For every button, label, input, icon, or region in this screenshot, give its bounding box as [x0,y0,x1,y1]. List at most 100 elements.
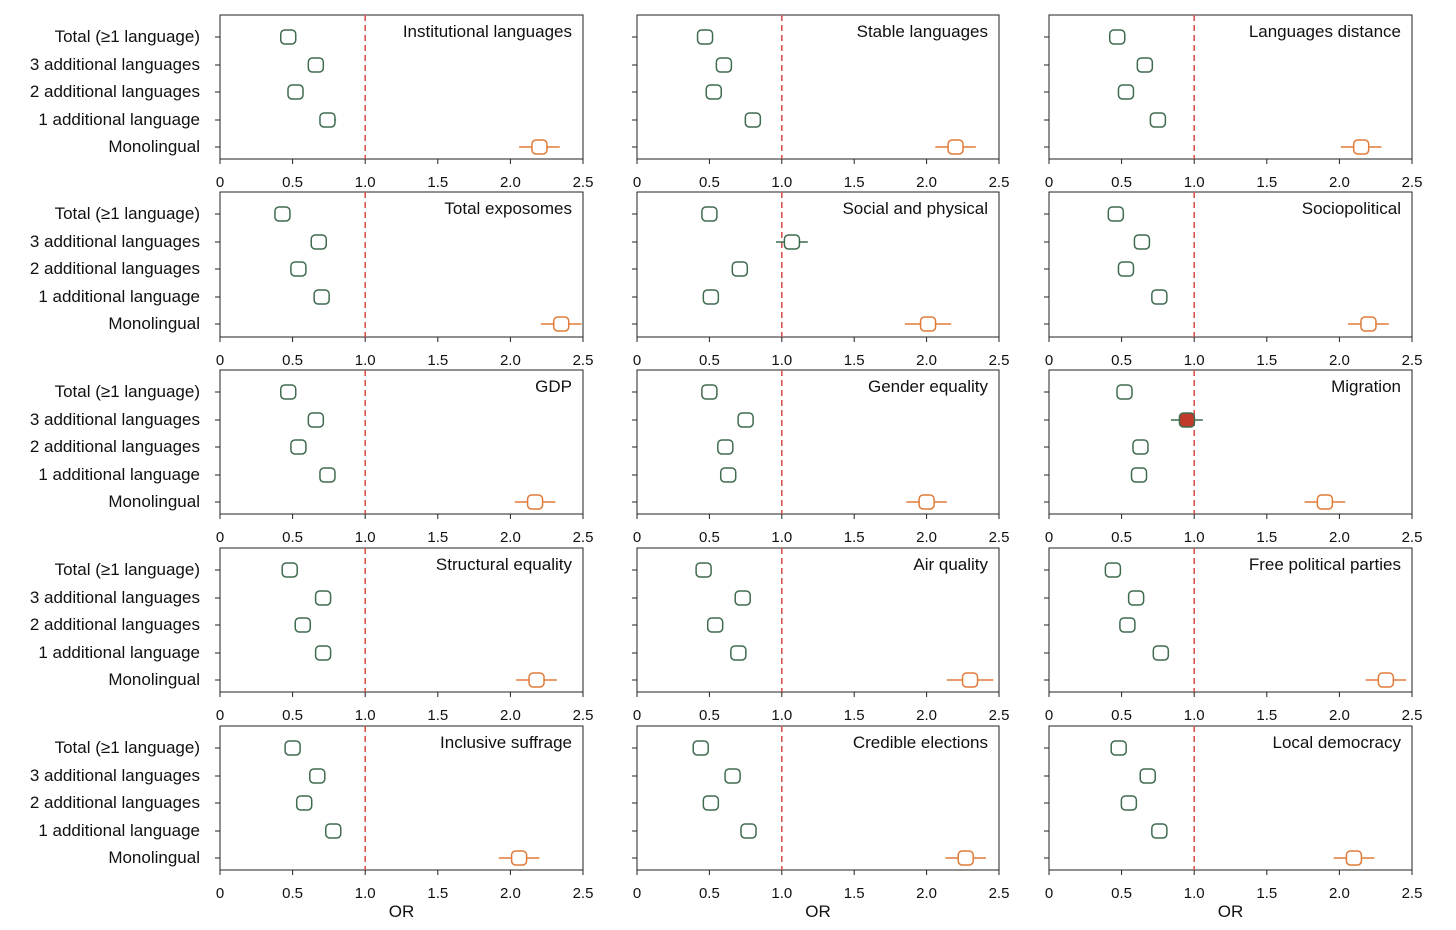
point-marker [325,823,342,839]
point-marker [1104,562,1122,578]
x-tick-label: 1.5 [427,885,448,902]
point-marker [1117,261,1135,277]
point-marker [731,261,749,277]
panel-title: Social and physical [842,199,988,218]
x-tick-label: 2.0 [1329,707,1350,724]
point-marker [724,768,741,784]
point-marker [1377,672,1395,688]
x-tick-label: 2.0 [1329,529,1350,546]
point-marker [295,795,313,811]
panel-title: Free political parties [1249,555,1401,574]
point-marker [279,29,297,45]
point-marker [1132,439,1149,455]
category-label: Total (≥1 language) [55,382,200,401]
x-tick-label: 2.5 [573,707,594,724]
forest-panel: 0 0.5 1.0 1.5 2.0 2.5 Inclusive suffrage [215,725,593,902]
point-marker [1108,29,1126,45]
x-tick-label: 2.5 [989,174,1010,191]
category-label: 2 additional languages [30,82,200,101]
x-tick-label: 2.5 [573,529,594,546]
x-tick-label: 0 [1045,529,1053,546]
panel-frame [636,547,1000,693]
point-marker [281,562,298,578]
x-tick-label: 2.5 [1402,529,1423,546]
x-tick-label: 2.5 [989,885,1010,902]
x-tick-label: 2.0 [916,529,937,546]
forest-panel: 0 0.5 1.0 1.5 2.0 2.5 Institutional languages [215,14,594,191]
category-label: 2 additional languages [30,615,200,634]
point-marker [290,439,307,455]
x-tick-label: 0.5 [1111,885,1132,902]
point-marker [702,795,720,811]
point-marker [1151,289,1168,305]
x-tick-label: 0.5 [699,885,720,902]
forest-panel: 0 0.5 1.0 1.5 2.0 2.5 Local democracy [1044,725,1422,902]
point-marker [552,316,570,332]
x-tick-label: 0 [1045,352,1053,369]
point-marker [309,768,326,784]
point-marker [310,234,327,250]
point-marker [314,645,332,661]
point-marker [919,316,937,332]
point-marker [1120,795,1138,811]
panel-title: Air quality [913,555,988,574]
x-axis-title: OR [389,902,415,921]
category-label: 3 additional languages [30,766,200,785]
point-marker [744,112,762,128]
panel-title: Gender equality [868,377,989,396]
forest-panel: 0 0.5 1.0 1.5 2.0 2.5 Credible elections [632,725,1010,902]
point-marker [1136,57,1154,73]
point-marker [294,617,312,633]
x-tick-label: 0 [1045,885,1053,902]
panel-frame [1048,14,1413,160]
point-marker [1152,645,1170,661]
x-tick-label: 0 [633,174,641,191]
point-marker [1117,84,1135,100]
panel-frame [1048,547,1413,693]
point-marker [705,84,722,100]
forest-panel: 0 0.5 1.0 1.5 2.0 2.5 Migration [1044,369,1423,546]
forest-panel: 0 0.5 1.0 1.5 2.0 2.5 Structural equality [215,547,594,724]
category-label: 3 additional languages [30,410,200,429]
point-marker [737,412,754,428]
x-tick-label: 2.0 [500,529,521,546]
x-tick-label: 0.5 [282,529,303,546]
point-marker [1130,467,1148,483]
forest-panel: 0 0.5 1.0 1.5 2.0 2.5 GDP [215,369,594,546]
point-marker [717,439,734,455]
point-marker [947,139,964,155]
category-label: 3 additional languages [30,55,200,74]
point-marker [1360,316,1377,332]
x-tick-label: 0.5 [282,885,303,902]
x-tick-label: 0.5 [1111,174,1132,191]
x-tick-label: 1.0 [355,352,376,369]
point-marker [702,289,720,305]
x-tick-label: 0 [216,707,224,724]
point-marker [510,850,528,866]
panel-title: Structural equality [436,555,573,574]
category-label: Total (≥1 language) [55,27,200,46]
x-tick-label: 1.0 [355,885,376,902]
forest-panel: 0 0.5 1.0 1.5 2.0 2.5 Gender equality [632,369,1009,546]
forest-panel: 0 0.5 1.0 1.5 2.0 2.5 Total exposomes [215,191,593,369]
x-tick-label: 2.5 [989,352,1010,369]
panel-frame [636,14,1000,160]
x-tick-label: 2.5 [1402,707,1423,724]
point-marker [719,467,737,483]
point-marker [695,562,712,578]
point-marker [1119,617,1136,633]
x-tick-label: 0 [216,174,224,191]
point-marker [1352,139,1370,155]
x-tick-label: 1.5 [1256,352,1277,369]
x-axis-title: OR [1218,902,1244,921]
point-marker [1151,823,1168,839]
x-tick-label: 2.5 [573,174,594,191]
point-marker [1345,850,1363,866]
category-label: Total (≥1 language) [55,560,200,579]
x-tick-label: 1.0 [1184,707,1205,724]
forest-panel: 0 0.5 1.0 1.5 2.0 2.5 Stable languages [632,14,1010,191]
x-tick-label: 2.0 [500,174,521,191]
x-tick-label: 2.0 [916,352,937,369]
panel-frame [219,369,584,515]
x-tick-label: 0.5 [1111,707,1132,724]
